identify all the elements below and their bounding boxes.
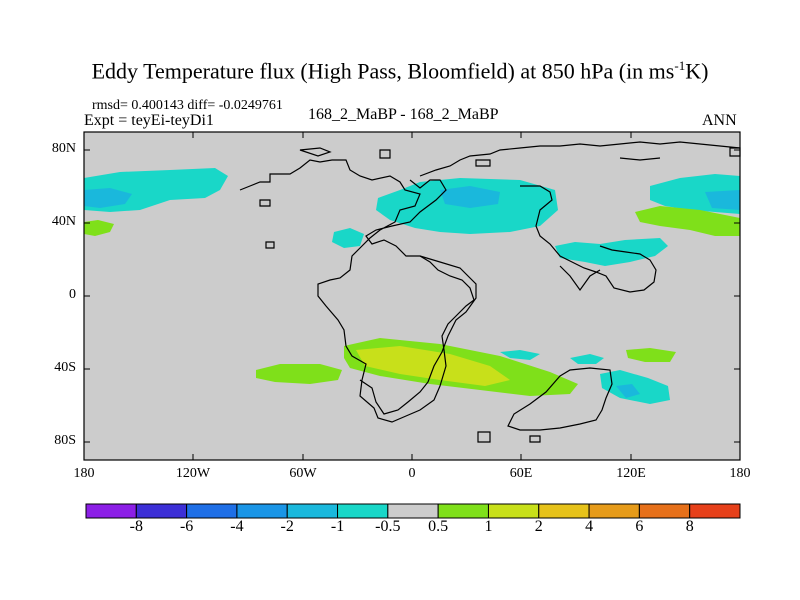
colorbar-tick-label: 2 xyxy=(534,518,543,535)
stats-text: rmsd= 0.400143 diff= -0.0249761 xyxy=(92,98,283,113)
colorbar-swatch xyxy=(236,503,288,519)
anomaly-fields xyxy=(84,168,740,404)
y-tick-40s: 40S xyxy=(54,360,76,375)
y-tick-0: 0 xyxy=(69,287,76,302)
x-tick-120w: 120W xyxy=(175,466,211,481)
coast-india-sea xyxy=(559,265,601,292)
colorbar xyxy=(85,503,741,519)
anomaly-small-atlantic xyxy=(332,228,364,248)
anomaly-asia-neg xyxy=(555,238,668,266)
colorbar-tick-label: 8 xyxy=(685,518,694,535)
x-tick-180w: 180 xyxy=(73,466,95,481)
colorbar-swatch xyxy=(638,503,691,519)
colorbar-tick-label: -6 xyxy=(179,518,194,535)
anomaly-s-pacific-pos xyxy=(256,364,342,384)
season-label: ANN xyxy=(702,112,737,129)
anomaly-atlantic-core xyxy=(440,186,500,208)
y-tick-40n: 40N xyxy=(51,214,76,229)
y-tick-80n: 80N xyxy=(51,141,76,156)
coast-north-america xyxy=(239,159,475,423)
colorbar-tick-label: 6 xyxy=(635,518,644,535)
colorbar-swatch xyxy=(135,503,188,519)
axis-ticks xyxy=(83,132,741,460)
x-tick-180e: 180 xyxy=(729,466,751,481)
center-label: 168_2_MaBP - 168_2_MaBP xyxy=(308,106,499,123)
colorbar-swatch xyxy=(487,503,540,519)
colorbar-tick-label: 1 xyxy=(484,518,493,535)
colorbar-tick-label: -0.5 xyxy=(375,518,401,535)
colorbar-swatch xyxy=(689,503,741,519)
anomaly-s-atlantic-core xyxy=(356,346,510,386)
colorbar-swatch xyxy=(588,503,640,519)
colorbar-tick-label: -1 xyxy=(330,518,345,535)
coast-africa xyxy=(359,255,477,415)
coast-antarctic-islands xyxy=(477,431,541,443)
colorbar-swatch xyxy=(186,503,238,519)
anomaly-s-pacific-pos2 xyxy=(626,348,676,362)
anomaly-s-indian-neg3 xyxy=(600,370,670,404)
map-title: Eddy Temperature flux (High Pass, Bloomf… xyxy=(91,58,709,84)
colorbar-tick-label: -4 xyxy=(230,518,244,535)
colorbar-swatch xyxy=(85,503,137,519)
anomaly-s-indian-core xyxy=(616,384,640,398)
colorbar-swatch xyxy=(286,503,339,519)
colorbar-swatch xyxy=(437,503,489,519)
x-tick-60w: 60W xyxy=(289,466,317,481)
colorbar-tick-label: -2 xyxy=(280,518,294,535)
colorbar-tick-label: 4 xyxy=(585,518,594,535)
coast-australia xyxy=(507,367,613,431)
colorbar-tick-label: 0.5 xyxy=(428,518,449,535)
y-tick-80s: 80S xyxy=(54,433,76,448)
anomaly-s-indian-neg xyxy=(500,350,540,360)
colorbar-swatch xyxy=(538,503,590,519)
anomaly-n-pacific-pos xyxy=(635,206,740,236)
x-tick-0: 0 xyxy=(408,466,416,481)
anomaly-s-indian-neg2 xyxy=(570,354,604,364)
anomaly-w-pacific-pos xyxy=(84,220,114,236)
coast-arctic-islands xyxy=(259,147,741,249)
anomaly-ne-pacific-core xyxy=(84,188,132,208)
x-tick-60e: 60E xyxy=(509,466,533,481)
experiment-text: Expt = teyEi-teyDi1 xyxy=(84,112,214,129)
colorbar-tick-label: -8 xyxy=(129,518,143,535)
colorbar-swatch xyxy=(387,503,439,519)
anomaly-nw-pacific-core xyxy=(705,190,740,210)
x-tick-120e: 120E xyxy=(616,466,646,481)
colorbar-swatch xyxy=(337,503,389,519)
coastlines xyxy=(239,141,741,443)
